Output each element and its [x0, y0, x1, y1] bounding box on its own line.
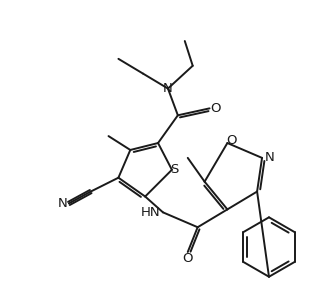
- Text: O: O: [210, 102, 221, 115]
- Text: S: S: [170, 163, 178, 176]
- Text: N: N: [163, 82, 173, 95]
- Text: N: N: [265, 151, 275, 164]
- Text: O: O: [226, 133, 237, 147]
- Text: O: O: [183, 252, 193, 265]
- Text: HN: HN: [140, 206, 160, 219]
- Text: N: N: [58, 197, 68, 210]
